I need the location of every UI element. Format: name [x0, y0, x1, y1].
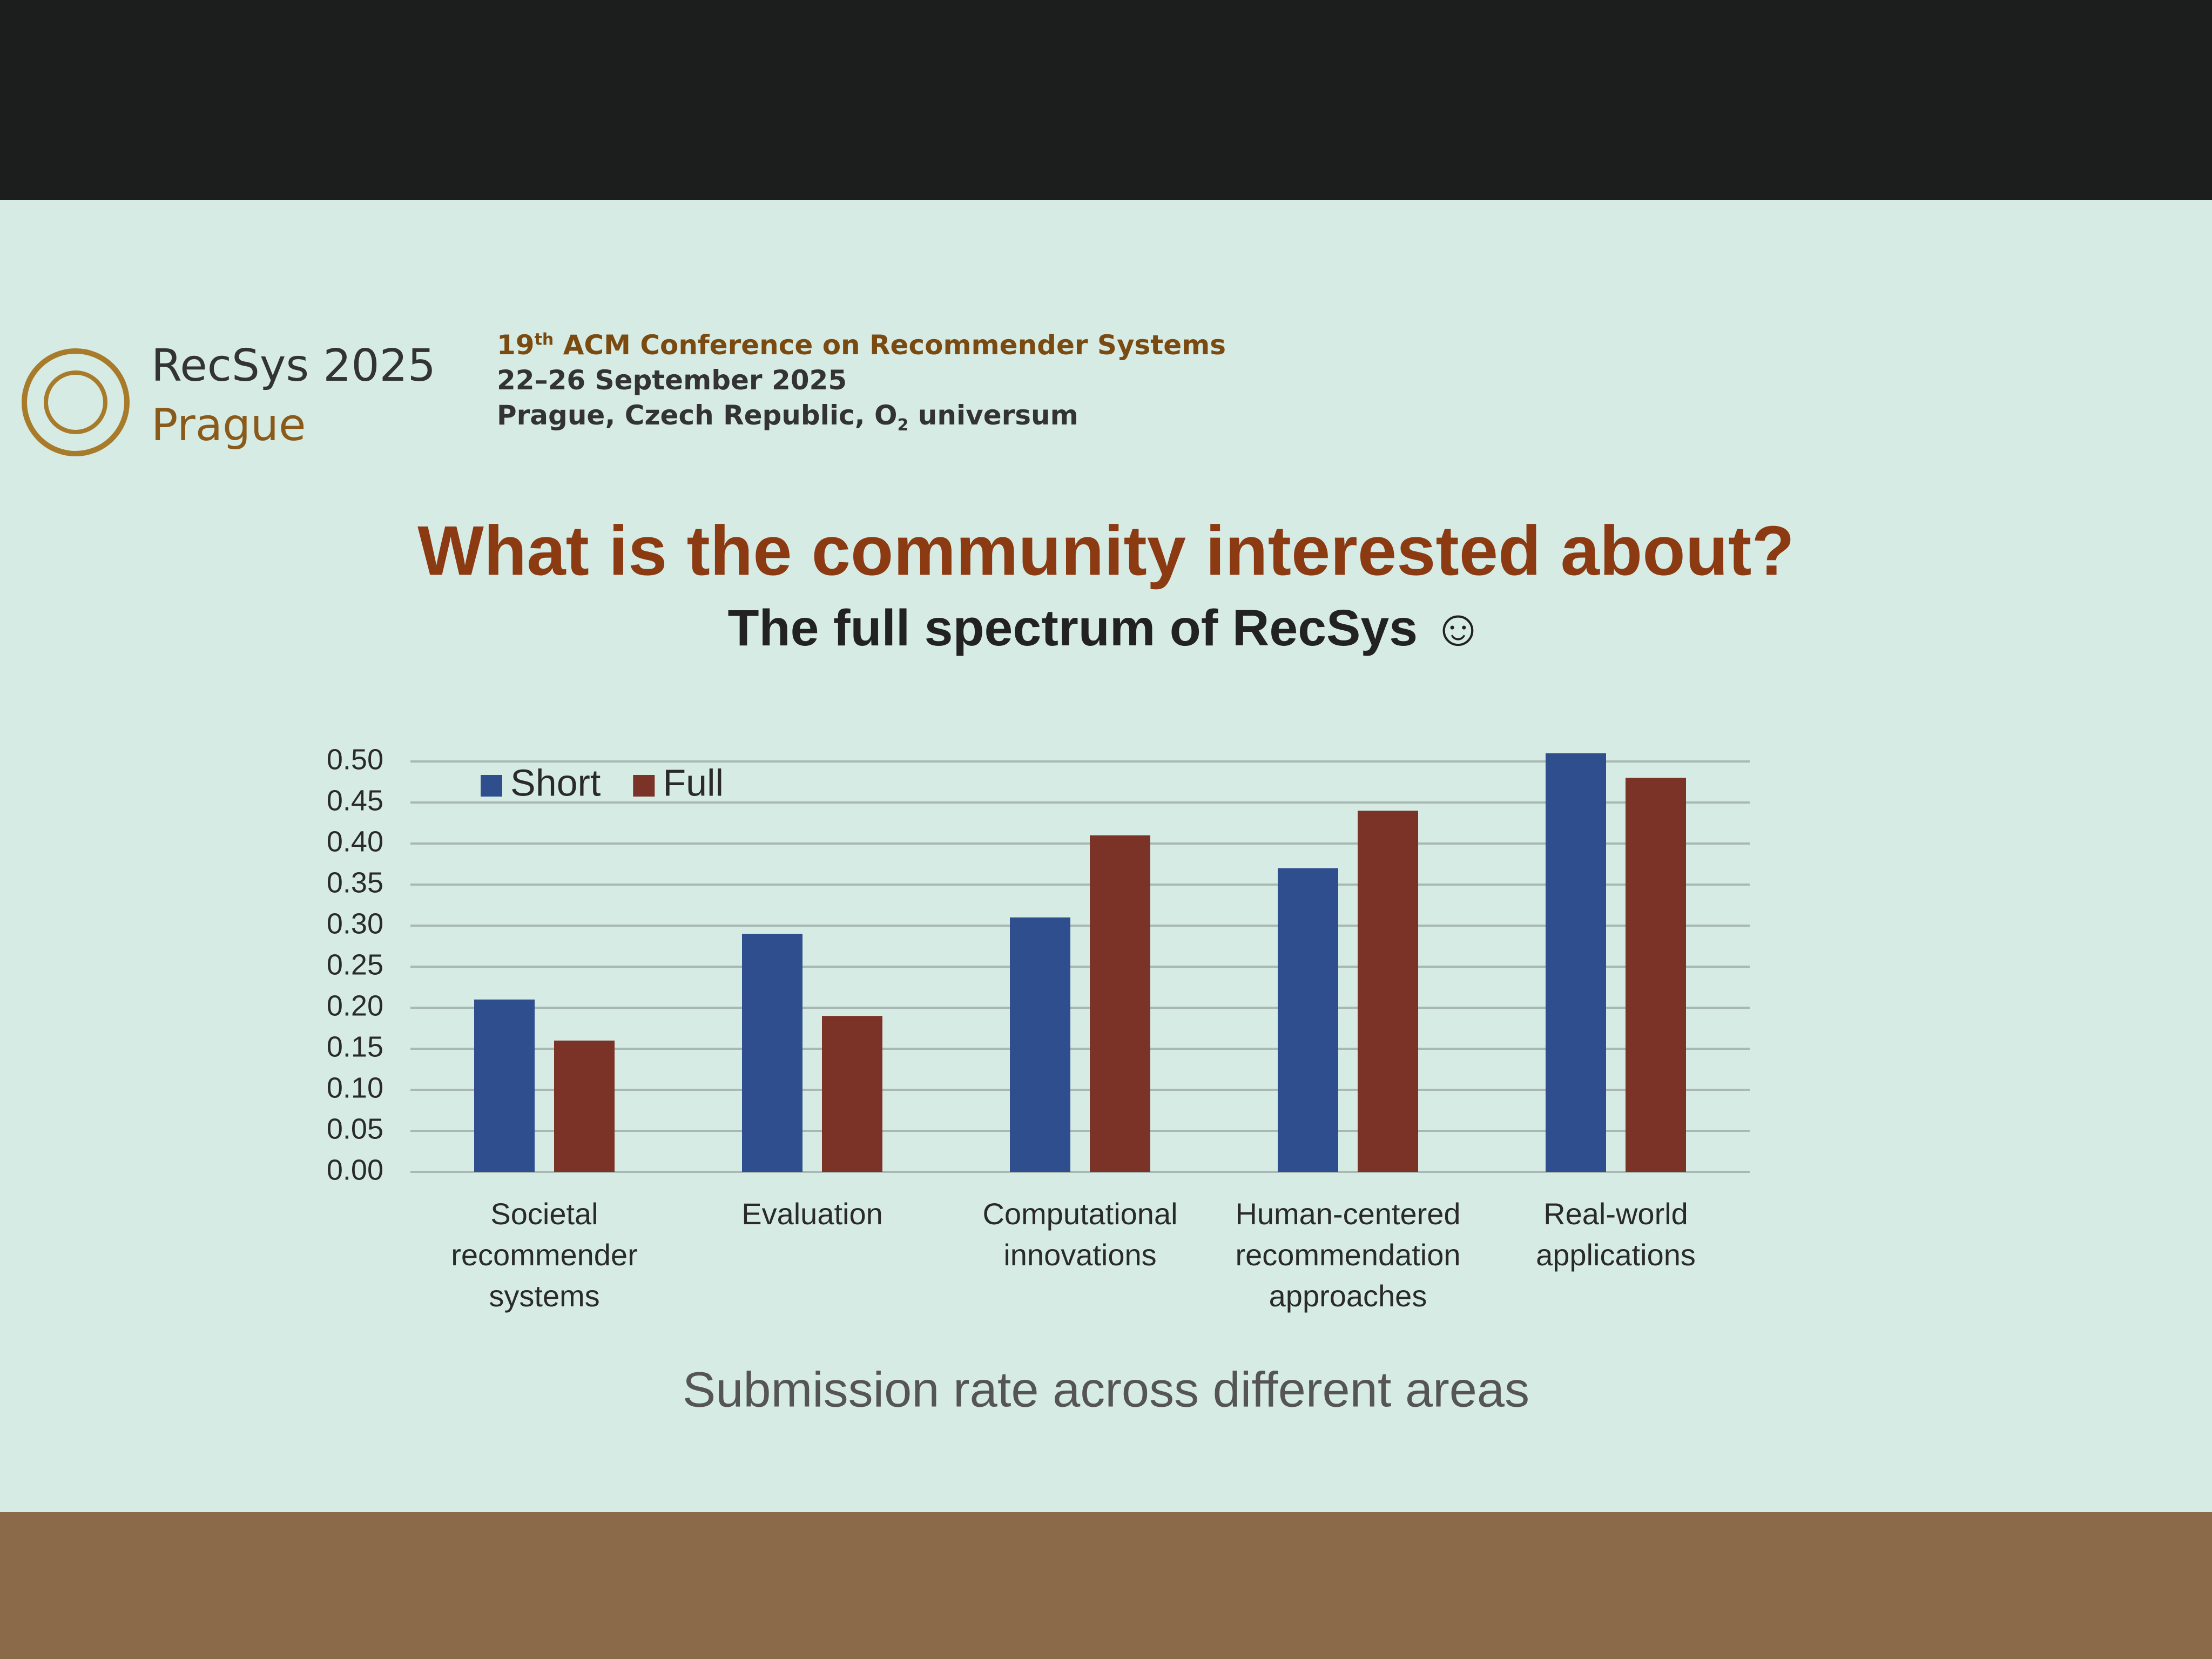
y-tick-label: 0.05: [327, 1112, 383, 1145]
venue-after: universum: [908, 400, 1078, 431]
x-tick-label: Human-centered recommendation approaches: [1235, 1197, 1461, 1313]
conference-ordinal-suffix: th: [534, 330, 554, 349]
logo: [22, 348, 130, 456]
y-tick-label: 0.20: [327, 989, 383, 1022]
bar: [1626, 778, 1686, 1172]
bar: [742, 934, 802, 1172]
venue-before: Prague, Czech Republic, O: [497, 400, 898, 431]
y-tick-label: 0.00: [327, 1154, 383, 1186]
legend-swatch: [633, 775, 655, 797]
x-tick-label: Evaluation: [741, 1197, 883, 1231]
logo-name: RecSys 2025: [151, 340, 436, 392]
conference-line: 19th ACM Conference on Recommender Syste…: [497, 329, 1226, 361]
logo-city: Prague: [151, 400, 306, 451]
bar: [554, 1040, 615, 1172]
y-tick-label: 0.35: [327, 866, 383, 899]
y-tick-label: 0.25: [327, 948, 383, 981]
legend-swatch: [481, 775, 502, 797]
legend-label: Full: [663, 761, 724, 804]
bar: [1278, 868, 1338, 1172]
y-tick-label: 0.15: [327, 1030, 383, 1063]
conference-venue: Prague, Czech Republic, O2 universum: [497, 400, 1078, 435]
y-tick-label: 0.50: [327, 743, 383, 775]
x-tick-label: Societal recommender systems: [451, 1197, 638, 1313]
legend-label: Short: [510, 761, 601, 804]
y-tick-label: 0.40: [327, 825, 383, 858]
chart-subtitle: The full spectrum of RecSys ☺: [728, 599, 1485, 657]
x-tick-label: Computational innovations: [982, 1197, 1178, 1272]
wall: [0, 1512, 2212, 1659]
bar: [1010, 917, 1070, 1172]
venue-subscript: 2: [897, 416, 909, 435]
chart-caption: Submission rate across different areas: [683, 1362, 1529, 1417]
chart-title: What is the community interested about?: [417, 511, 1795, 590]
conference-ordinal: 19: [497, 329, 535, 361]
bar: [1090, 835, 1150, 1172]
y-tick-label: 0.10: [327, 1071, 383, 1104]
bar: [474, 999, 535, 1172]
y-tick-label: 0.30: [327, 907, 383, 940]
bar: [1546, 753, 1606, 1172]
conference-dates: 22–26 September 2025: [497, 365, 847, 396]
bar: [822, 1016, 882, 1172]
conference-name: ACM Conference on Recommender Systems: [563, 329, 1226, 361]
x-tick-label: Real-world applications: [1536, 1197, 1696, 1272]
y-tick-label: 0.45: [327, 784, 383, 817]
bar: [1358, 811, 1418, 1172]
logo-inner: [44, 370, 107, 434]
